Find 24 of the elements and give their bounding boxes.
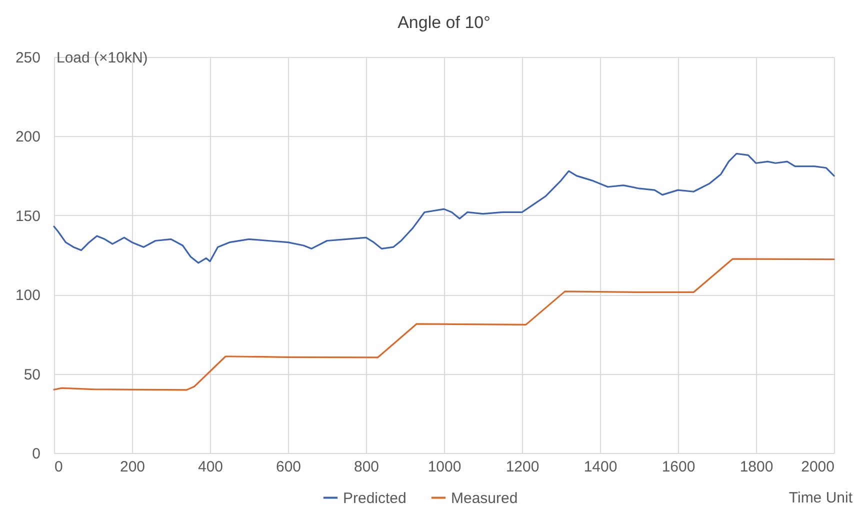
x-tick-label: 1000: [428, 458, 462, 476]
x-tick-label: 1400: [584, 458, 618, 476]
y-tick-label: 200: [15, 128, 40, 146]
x-tick-label: 0: [54, 458, 63, 476]
legend-label: Measured: [451, 490, 518, 507]
line-series: [53, 152, 835, 264]
y-tick-label: 100: [15, 287, 40, 304]
legend-label: Predicted: [343, 490, 406, 507]
x-axis-title: Time Unit: [788, 490, 854, 506]
x-tick-label: 200: [120, 458, 146, 476]
line-series: [53, 258, 835, 391]
y-tick-label: 50: [24, 366, 40, 384]
y-tick-label: 150: [15, 208, 40, 225]
x-tick-label: 800: [354, 458, 380, 476]
x-tick-label: 1600: [662, 458, 696, 476]
x-tick-label: 400: [198, 458, 224, 476]
y-axis-title: Load (×10kN): [56, 50, 148, 66]
x-tick-label: 2000: [801, 458, 834, 476]
chart-title: Angle of 10°: [398, 13, 490, 32]
x-tick-label: 1800: [740, 458, 774, 476]
y-tick-label: 250: [15, 50, 40, 66]
x-tick-label: 600: [276, 458, 302, 476]
y-tick-label: 0: [32, 446, 40, 462]
x-tick-label: 1200: [506, 458, 540, 476]
